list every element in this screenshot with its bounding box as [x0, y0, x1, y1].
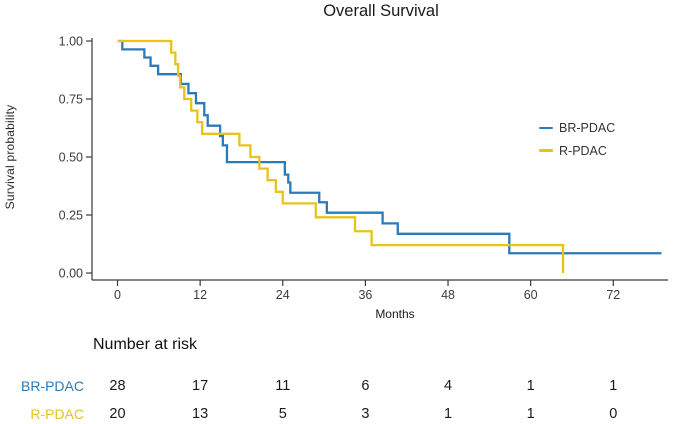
legend: BR-PDAC R-PDAC: [539, 121, 615, 166]
legend-label: BR-PDAC: [559, 121, 616, 135]
x-tick-label: 12: [193, 288, 207, 302]
risk-row-label-r-pdac: R-PDAC: [30, 406, 84, 422]
x-tick-label: 60: [524, 288, 538, 302]
legend-item-br-pdac: BR-PDAC: [539, 121, 615, 135]
risk-table-header: Number at risk: [93, 336, 198, 353]
y-tick-label: 0.75: [59, 93, 83, 107]
y-tick-label: 0.50: [59, 151, 83, 165]
y-tick-label: 1.00: [59, 35, 83, 49]
x-axis-title: Months: [375, 307, 414, 321]
km-plot-canvas: 1.00 0.75 0.50 0.25 0.00 0 12 24 36 48 60 72 Months: [59, 35, 668, 321]
risk-count: 0: [609, 406, 618, 422]
survival-curve-r-pdac: [117, 39, 565, 273]
risk-row-label-br-pdac: BR-PDAC: [20, 378, 84, 394]
survival-curve-br-pdac: [117, 39, 662, 255]
x-tick-label: 48: [441, 288, 455, 302]
risk-count: 17: [192, 378, 209, 394]
risk-count: 11: [275, 378, 291, 394]
risk-count: 5: [278, 406, 287, 422]
risk-count: 3: [361, 406, 370, 422]
y-tick-label: 0.25: [59, 209, 83, 223]
x-tick-label: 24: [276, 288, 290, 302]
risk-count: 1: [526, 378, 535, 394]
x-tick-label: 0: [114, 288, 121, 302]
risk-count: 1: [526, 406, 535, 422]
x-tick-label: 36: [358, 288, 372, 302]
legend-line-swatch-blue: [539, 126, 553, 130]
risk-count: 28: [109, 378, 126, 394]
chart-title: Overall Survival: [323, 2, 439, 20]
legend-item-r-pdac: R-PDAC: [539, 144, 615, 158]
risk-count: 4: [443, 378, 453, 394]
legend-line-swatch-yellow: [539, 149, 553, 152]
y-tick-label: 0.00: [59, 267, 83, 281]
risk-count: 13: [192, 406, 209, 422]
risk-count: 6: [361, 378, 370, 394]
risk-count: 1: [443, 406, 453, 422]
risk-count: 1: [609, 378, 618, 394]
x-tick-label: 72: [606, 288, 620, 302]
legend-label: R-PDAC: [559, 143, 607, 158]
risk-count: 20: [109, 406, 126, 422]
